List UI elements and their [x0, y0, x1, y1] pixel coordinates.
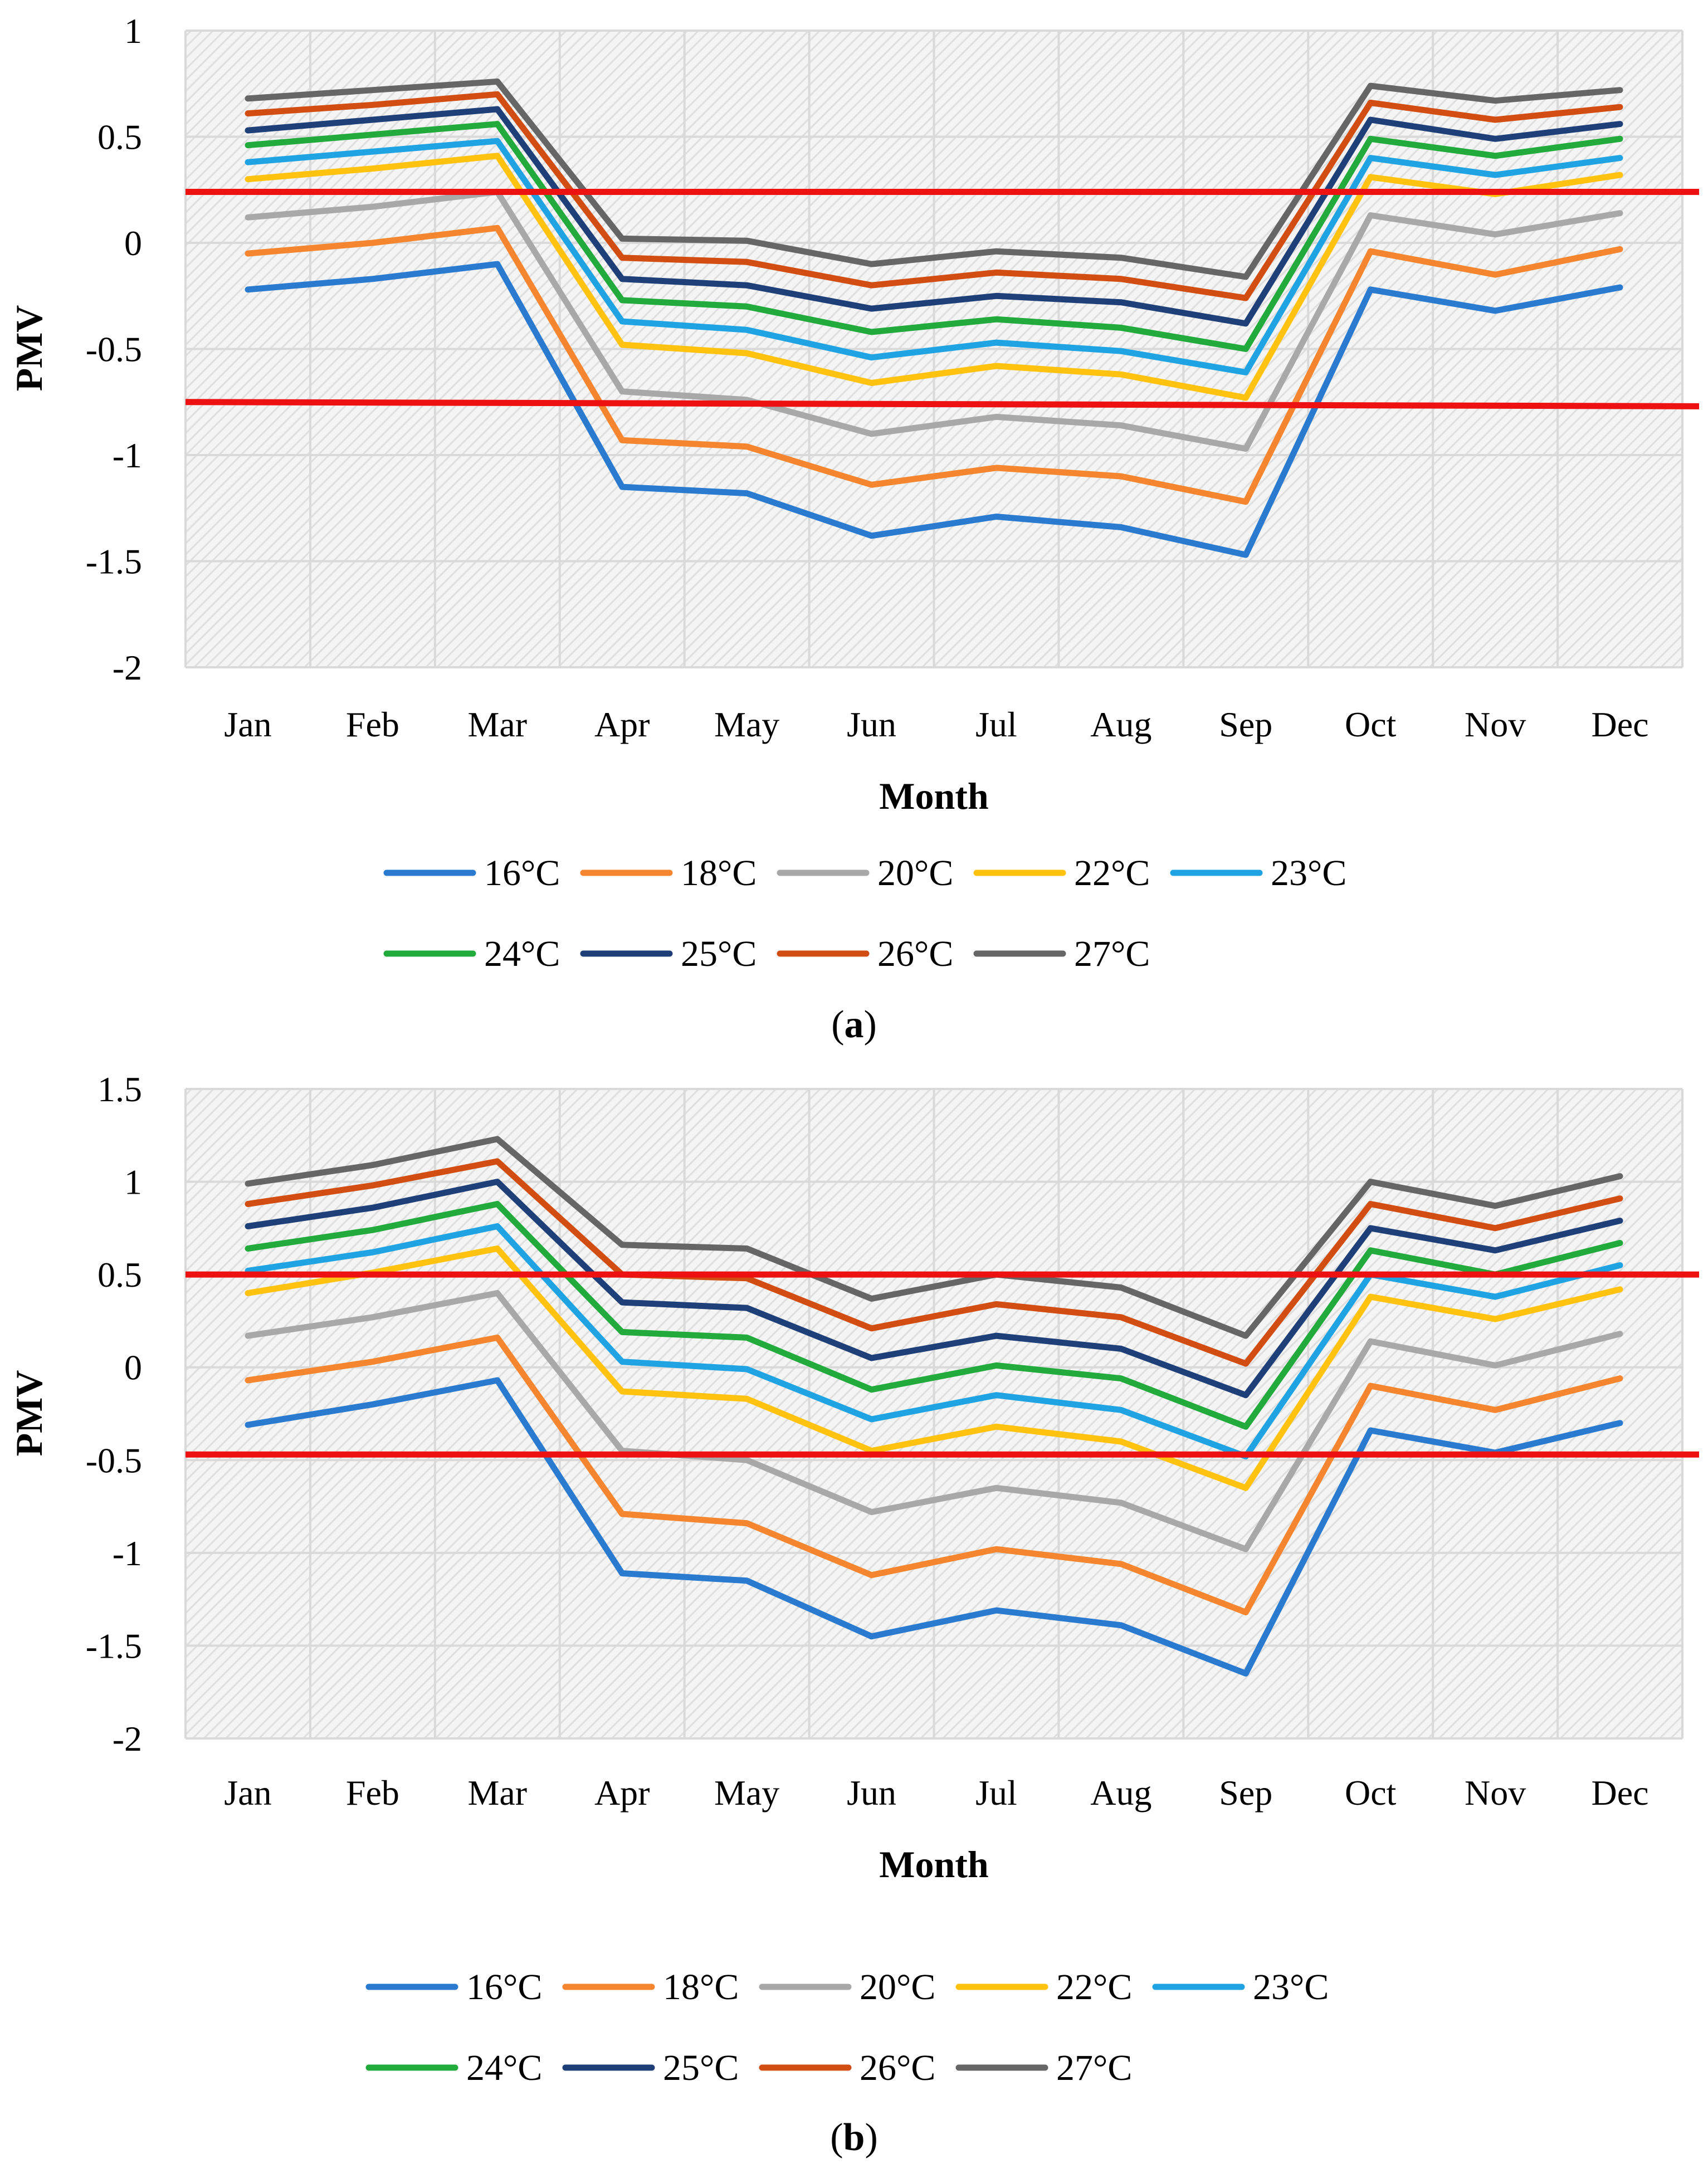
caption-letter: b	[843, 2116, 865, 2159]
series-line-18c	[245, 1334, 1623, 1615]
caption-letter: a	[845, 1003, 864, 1046]
legend-label: 25°C	[663, 2048, 739, 2088]
x-tick-label: Nov	[1465, 705, 1526, 744]
series-line-22c	[245, 153, 1623, 401]
legend-label: 16°C	[484, 853, 560, 893]
caption-close-paren: )	[864, 1003, 877, 1046]
legend-label: 26°C	[877, 934, 953, 974]
legend-label: 20°C	[860, 1967, 935, 2007]
y-tick-label: -2	[113, 648, 142, 687]
chart-panel-b: 1.5 1 0.5 0 -0.5 -1 -1.5 -2 Jan Feb Mar Apr May Jun Ju…	[8, 1069, 1699, 2159]
x-axis-title: Month	[879, 775, 988, 817]
chart-panel-a: 1 0.5 0 -0.5 -1 -1.5 -2 Jan Feb Mar Apr May Jun Jul Au…	[8, 11, 1700, 1046]
legend-label: 22°C	[1074, 853, 1150, 893]
y-tick-label: 0.5	[97, 1255, 142, 1295]
legend-label: 18°C	[663, 1967, 739, 2007]
x-tick-label: Jul	[975, 1773, 1017, 1813]
x-tick-label: Aug	[1090, 705, 1151, 744]
series-line-27c	[245, 78, 1623, 280]
x-tick-label: Jan	[224, 705, 271, 744]
series-line-16c	[245, 1377, 1623, 1677]
x-axis-title: Month	[879, 1843, 988, 1885]
panel-caption: (b)	[830, 2116, 878, 2159]
x-tick-label: Apr	[594, 1773, 650, 1813]
y-tick-label: -1	[113, 1533, 142, 1573]
x-tick-label: Jun	[847, 705, 896, 744]
y-tick-label: -1.5	[86, 1626, 142, 1665]
legend-label: 24°C	[484, 934, 560, 974]
legend-label: 27°C	[1074, 934, 1150, 974]
series-line-24c	[245, 121, 1623, 352]
series-line-25c	[245, 106, 1623, 327]
y-axis-title: PMV	[8, 1370, 50, 1457]
legend-label: 16°C	[466, 1967, 542, 2007]
x-tick-label: May	[714, 705, 779, 744]
series-line-26c	[245, 91, 1623, 301]
series-line-16c	[245, 261, 1623, 558]
y-tick-label: 0	[124, 1348, 142, 1388]
legend-label: 20°C	[877, 853, 953, 893]
x-tick-label: Jun	[847, 1773, 896, 1813]
series-line-22c	[245, 1245, 1623, 1491]
y-tick-label: 1	[124, 1162, 142, 1202]
series-line-24c	[245, 1201, 1623, 1430]
caption-open-paren: (	[831, 1003, 844, 1046]
x-tick-label: Aug	[1090, 1773, 1151, 1813]
legend: 16°C 18°C 20°C 22°C 23°C 24°C 25°C 26°C 27°C	[383, 853, 1346, 974]
series-line-18c	[245, 224, 1623, 505]
x-tick-label: Apr	[594, 705, 650, 744]
legend: 16°C 18°C 20°C 22°C 23°C 24°C 25°C 26°C 27°C	[365, 1967, 1329, 2088]
comfort-threshold-line	[185, 399, 1700, 409]
y-tick-label: 0	[124, 223, 142, 263]
series-line-26c	[245, 1158, 1623, 1367]
x-tick-label: Oct	[1345, 705, 1397, 744]
panel-caption: (a)	[831, 1003, 877, 1046]
y-tick-label: -2	[113, 1719, 142, 1758]
x-tick-label: May	[714, 1773, 779, 1813]
x-tick-label: Sep	[1219, 705, 1272, 744]
x-tick-label: Dec	[1592, 1773, 1649, 1813]
legend-label: 27°C	[1056, 2048, 1132, 2088]
x-tick-label: Mar	[467, 705, 527, 744]
legend-label: 25°C	[681, 934, 757, 974]
y-tick-label: 1	[124, 11, 142, 51]
series-line-25c	[245, 1179, 1623, 1399]
x-tick-label: Nov	[1465, 1773, 1526, 1813]
y-axis-title: PMV	[8, 305, 50, 392]
series-line-23c	[245, 138, 1623, 375]
x-tick-label: Jul	[975, 705, 1017, 744]
y-tick-label: -0.5	[86, 1440, 142, 1480]
caption-open-paren: (	[830, 2116, 843, 2159]
legend-label: 26°C	[860, 2048, 935, 2088]
legend-label: 23°C	[1271, 853, 1346, 893]
x-tick-label: Dec	[1592, 705, 1649, 744]
y-tick-label: -1	[113, 436, 142, 475]
x-tick-label: Oct	[1345, 1773, 1397, 1813]
y-tick-label: 0.5	[97, 118, 142, 157]
x-tick-label: Mar	[467, 1773, 527, 1813]
series-line-27c	[245, 1136, 1623, 1339]
legend-label: 23°C	[1253, 1967, 1329, 2007]
series-line-20c	[245, 1290, 1623, 1552]
legend-label: 22°C	[1056, 1967, 1132, 2007]
y-tick-label: -0.5	[86, 330, 142, 369]
x-tick-label: Sep	[1219, 1773, 1272, 1813]
legend-label: 24°C	[466, 2048, 542, 2088]
series-line-23c	[245, 1223, 1623, 1460]
x-tick-label: Feb	[346, 705, 399, 744]
x-tick-label: Jan	[224, 1773, 271, 1813]
y-tick-label: 1.5	[97, 1069, 142, 1109]
x-tick-label: Feb	[346, 1773, 399, 1813]
legend-label: 18°C	[681, 853, 757, 893]
caption-close-paren: )	[865, 2116, 877, 2159]
y-tick-label: -1.5	[86, 542, 142, 582]
